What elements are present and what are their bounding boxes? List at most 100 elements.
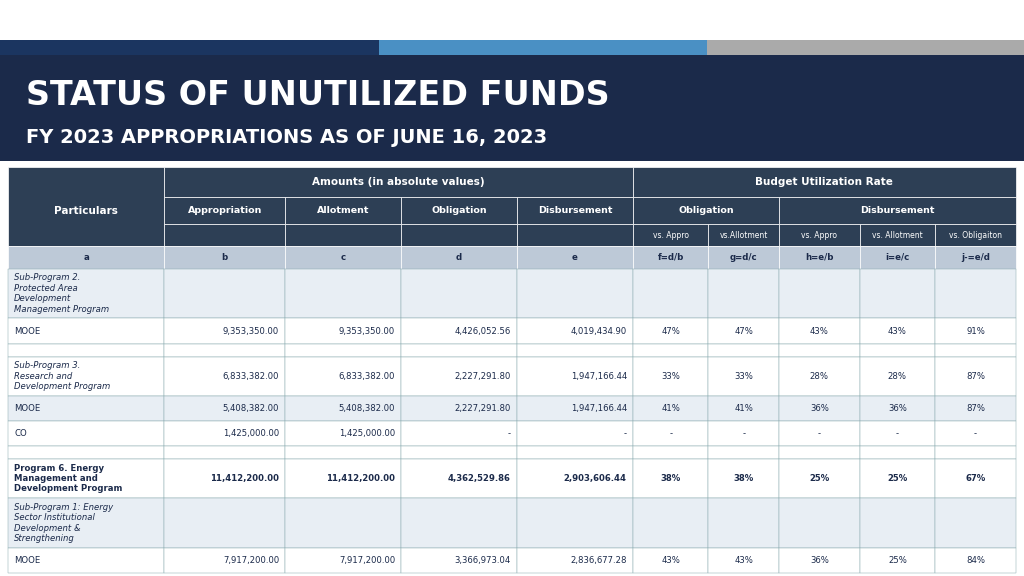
Bar xyxy=(779,319,859,344)
Text: Budget Utilization Rate: Budget Utilization Rate xyxy=(756,177,893,187)
Bar xyxy=(779,548,859,573)
Bar xyxy=(8,421,165,446)
Bar xyxy=(8,167,165,246)
Bar xyxy=(779,498,859,548)
Text: vs. Appro: vs. Appro xyxy=(652,230,689,240)
Bar xyxy=(935,344,1016,357)
Bar xyxy=(165,357,286,396)
Bar xyxy=(779,446,859,459)
Bar xyxy=(633,319,709,344)
Text: e: e xyxy=(572,253,578,262)
Text: 43%: 43% xyxy=(662,556,680,565)
Bar xyxy=(779,344,859,357)
Text: 1,947,166.44: 1,947,166.44 xyxy=(570,372,627,381)
Text: 84%: 84% xyxy=(966,556,985,565)
Text: d: d xyxy=(456,253,462,262)
Text: 25%: 25% xyxy=(887,474,907,483)
Text: 33%: 33% xyxy=(662,372,680,381)
Text: h=e/b: h=e/b xyxy=(805,253,834,262)
Bar xyxy=(401,446,517,459)
Text: 7,917,200.00: 7,917,200.00 xyxy=(339,556,395,565)
Text: Obligation: Obligation xyxy=(431,206,487,215)
Text: Appropriation: Appropriation xyxy=(187,206,262,215)
Bar xyxy=(8,246,165,268)
Bar xyxy=(286,548,401,573)
Bar xyxy=(165,498,286,548)
Bar xyxy=(935,268,1016,319)
Bar xyxy=(517,459,633,498)
Bar xyxy=(633,396,709,421)
Text: MOOE: MOOE xyxy=(14,556,41,565)
Bar xyxy=(401,498,517,548)
Bar xyxy=(286,459,401,498)
Bar xyxy=(935,396,1016,421)
Bar xyxy=(401,396,517,421)
Bar xyxy=(401,421,517,446)
Text: STATUS OF UNUTILIZED FUNDS: STATUS OF UNUTILIZED FUNDS xyxy=(26,79,609,112)
Bar xyxy=(0,40,379,55)
Text: 36%: 36% xyxy=(810,404,828,413)
Bar xyxy=(401,268,517,319)
Bar xyxy=(709,246,779,268)
Bar xyxy=(709,548,779,573)
Bar xyxy=(709,459,779,498)
Bar xyxy=(859,498,935,548)
Bar xyxy=(935,446,1016,459)
Bar xyxy=(709,224,779,246)
Text: 5,408,382.00: 5,408,382.00 xyxy=(339,404,395,413)
Bar xyxy=(286,198,401,224)
Bar xyxy=(859,344,935,357)
Bar xyxy=(401,246,517,268)
Text: 33%: 33% xyxy=(734,372,754,381)
Text: MOOE: MOOE xyxy=(14,327,41,336)
Text: 4,362,529.86: 4,362,529.86 xyxy=(449,474,511,483)
Bar xyxy=(286,344,401,357)
Text: -: - xyxy=(669,429,673,438)
Bar xyxy=(286,498,401,548)
Bar xyxy=(633,224,709,246)
Bar xyxy=(633,357,709,396)
Text: MOOE: MOOE xyxy=(14,404,41,413)
Bar xyxy=(165,421,286,446)
Text: -: - xyxy=(896,429,899,438)
Bar xyxy=(517,224,633,246)
Text: 2,903,606.44: 2,903,606.44 xyxy=(564,474,627,483)
Bar xyxy=(8,344,165,357)
Bar xyxy=(517,446,633,459)
Text: 6,833,382.00: 6,833,382.00 xyxy=(339,372,395,381)
Bar xyxy=(286,246,401,268)
Bar xyxy=(165,224,286,246)
Text: 87%: 87% xyxy=(966,404,985,413)
Bar xyxy=(935,459,1016,498)
Text: 28%: 28% xyxy=(888,372,907,381)
Text: 4,019,434.90: 4,019,434.90 xyxy=(570,327,627,336)
Text: 41%: 41% xyxy=(734,404,754,413)
Bar xyxy=(859,396,935,421)
Bar xyxy=(401,548,517,573)
Bar xyxy=(859,268,935,319)
Bar xyxy=(286,224,401,246)
Bar xyxy=(709,268,779,319)
Bar xyxy=(707,40,1024,55)
Bar xyxy=(709,396,779,421)
Bar xyxy=(859,459,935,498)
Bar xyxy=(517,498,633,548)
Bar xyxy=(8,396,165,421)
Bar xyxy=(633,498,709,548)
Text: Sub-Program 2.
Protected Area
Development
Management Program: Sub-Program 2. Protected Area Developmen… xyxy=(14,274,110,313)
Text: vs. Appro: vs. Appro xyxy=(802,230,838,240)
Bar xyxy=(709,446,779,459)
Text: 11,412,200.00: 11,412,200.00 xyxy=(326,474,395,483)
Text: FY 2023 APPROPRIATIONS AS OF JUNE 16, 2023: FY 2023 APPROPRIATIONS AS OF JUNE 16, 20… xyxy=(26,128,547,147)
Text: 47%: 47% xyxy=(662,327,680,336)
Text: CO: CO xyxy=(14,429,27,438)
Text: 1,425,000.00: 1,425,000.00 xyxy=(223,429,280,438)
Text: Obligation: Obligation xyxy=(678,206,734,215)
Bar xyxy=(8,548,165,573)
Text: Sub-Program 1: Energy
Sector Institutional
Development &
Strengthening: Sub-Program 1: Energy Sector Institution… xyxy=(14,503,114,543)
Text: 4,426,052.56: 4,426,052.56 xyxy=(455,327,511,336)
Text: 43%: 43% xyxy=(734,556,754,565)
Bar xyxy=(779,459,859,498)
Bar xyxy=(165,459,286,498)
Bar xyxy=(935,246,1016,268)
